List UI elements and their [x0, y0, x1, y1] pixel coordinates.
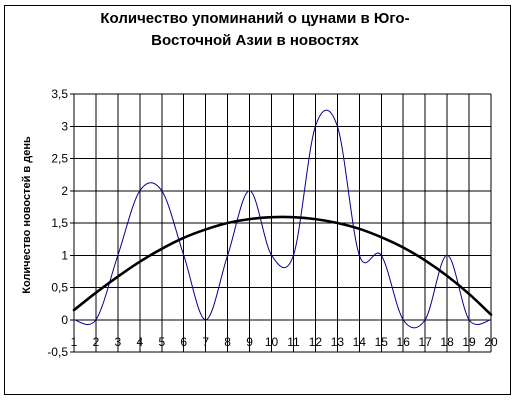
- y-tick-label-6: 2,5: [51, 152, 68, 166]
- x-tick-label-18: 19: [462, 335, 476, 349]
- y-tick-label-2: 0,5: [51, 281, 68, 295]
- x-tick-label-11: 12: [309, 335, 323, 349]
- grid-lines: [73, 93, 492, 353]
- x-tick-label-13: 14: [353, 335, 367, 349]
- chart-title-line-1: Количество упоминаний о цунами в Юго-: [100, 10, 410, 27]
- x-tick-label-3: 4: [136, 335, 143, 349]
- trend-curve: [72, 215, 493, 316]
- x-tick-label-7: 8: [224, 335, 231, 349]
- x-tick-labels: 1 2 3 4 5 6 7 8 9 10 11 12 13 14 15 16 17 18 19 20: [71, 335, 498, 349]
- x-tick-label-2: 3: [115, 335, 122, 349]
- x-tick-label-17: 18: [440, 335, 454, 349]
- x-tick-label-14: 15: [375, 335, 389, 349]
- y-tick-label-5: 2: [61, 184, 68, 198]
- y-tick-label-3: 1: [61, 248, 68, 262]
- chart-title: Количество упоминаний о цунами в Юго- Во…: [60, 8, 450, 52]
- y-tick-label-7: 3: [61, 119, 68, 133]
- y-tick-label-8: 3,5: [51, 87, 68, 101]
- x-tick-label-15: 16: [397, 335, 411, 349]
- x-tick-label-12: 13: [331, 335, 345, 349]
- x-tick-label-4: 5: [158, 335, 165, 349]
- chart-title-line-2: Восточной Азии в новостях: [151, 32, 359, 49]
- x-tick-label-8: 9: [246, 335, 253, 349]
- x-tick-label-5: 6: [180, 335, 187, 349]
- x-tick-label-1: 2: [93, 335, 100, 349]
- daily-news-line: [73, 109, 492, 329]
- x-tick-label-6: 7: [202, 335, 209, 349]
- series-layer: [72, 109, 493, 329]
- x-tick-label-10: 11: [287, 335, 300, 349]
- x-tick-label-19: 20: [484, 335, 498, 349]
- x-tick-label-16: 17: [418, 335, 432, 349]
- x-tick-label-0: 1: [71, 335, 78, 349]
- y-tick-label-1: 0: [61, 313, 68, 327]
- y-tick-labels: -0,5 0 0,5 1 1,5 2 2,5 3 3,5: [47, 87, 68, 359]
- x-tick-label-9: 10: [265, 335, 279, 349]
- y-tick-label-0: -0,5: [47, 345, 68, 359]
- y-tick-label-4: 1,5: [51, 216, 68, 230]
